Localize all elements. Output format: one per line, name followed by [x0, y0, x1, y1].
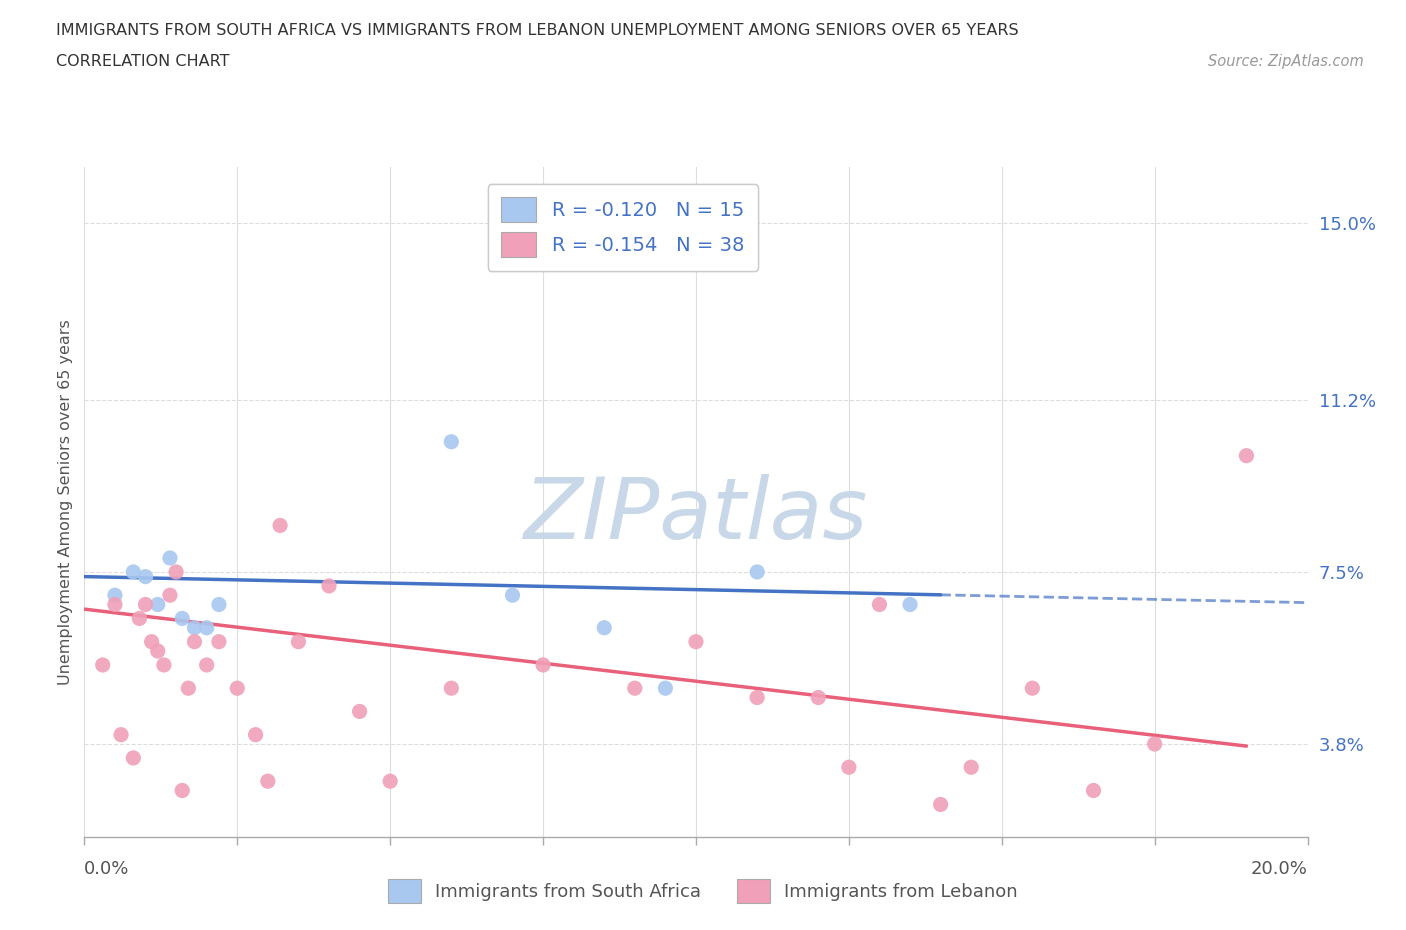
Point [869, 597, 891, 612]
Point [128, 611, 150, 626]
Point [183, 620, 205, 635]
Point [269, 518, 291, 533]
Point [898, 597, 921, 612]
Y-axis label: Unemployment Among Seniors over 65 years: Unemployment Among Seniors over 65 years [58, 319, 73, 685]
Point [257, 774, 280, 789]
Text: IMMIGRANTS FROM SOUTH AFRICA VS IMMIGRANTS FROM LEBANON UNEMPLOYMENT AMONG SENIO: IMMIGRANTS FROM SOUTH AFRICA VS IMMIGRAN… [56, 23, 1019, 38]
Point [318, 578, 340, 593]
Point [807, 690, 830, 705]
Point [929, 797, 952, 812]
Point [146, 597, 169, 612]
Point [122, 751, 145, 765]
Point [685, 634, 707, 649]
Text: 20.0%: 20.0% [1251, 860, 1308, 878]
Point [1143, 737, 1166, 751]
Point [531, 658, 554, 672]
Point [1083, 783, 1105, 798]
Text: CORRELATION CHART: CORRELATION CHART [56, 54, 229, 69]
Point [146, 644, 169, 658]
Point [195, 658, 218, 672]
Point [177, 681, 200, 696]
Point [153, 658, 176, 672]
Point [122, 565, 145, 579]
Point [502, 588, 524, 603]
Point [440, 681, 463, 696]
Point [349, 704, 371, 719]
Point [654, 681, 676, 696]
Point [440, 434, 463, 449]
Point [104, 597, 127, 612]
Point [624, 681, 647, 696]
Text: 0.0%: 0.0% [84, 860, 129, 878]
Point [960, 760, 983, 775]
Point [245, 727, 267, 742]
Point [208, 634, 231, 649]
Legend: R = -0.120   N = 15, R = -0.154   N = 38: R = -0.120 N = 15, R = -0.154 N = 38 [488, 184, 758, 271]
Point [159, 551, 181, 565]
Text: Source: ZipAtlas.com: Source: ZipAtlas.com [1208, 54, 1364, 69]
Point [1021, 681, 1043, 696]
Point [165, 565, 187, 579]
Point [141, 634, 163, 649]
Point [110, 727, 132, 742]
Point [287, 634, 309, 649]
Point [91, 658, 114, 672]
Point [104, 588, 127, 603]
Point [1234, 448, 1257, 463]
Point [747, 565, 769, 579]
Point [172, 783, 194, 798]
Legend: Immigrants from South Africa, Immigrants from Lebanon: Immigrants from South Africa, Immigrants… [380, 870, 1026, 911]
Point [172, 611, 194, 626]
Point [135, 569, 157, 584]
Point [208, 597, 231, 612]
Text: ZIPatlas: ZIPatlas [524, 474, 868, 557]
Point [226, 681, 249, 696]
Point [838, 760, 860, 775]
Point [195, 620, 218, 635]
Point [593, 620, 616, 635]
Point [183, 634, 205, 649]
Point [135, 597, 157, 612]
Point [380, 774, 402, 789]
Point [159, 588, 181, 603]
Point [747, 690, 769, 705]
